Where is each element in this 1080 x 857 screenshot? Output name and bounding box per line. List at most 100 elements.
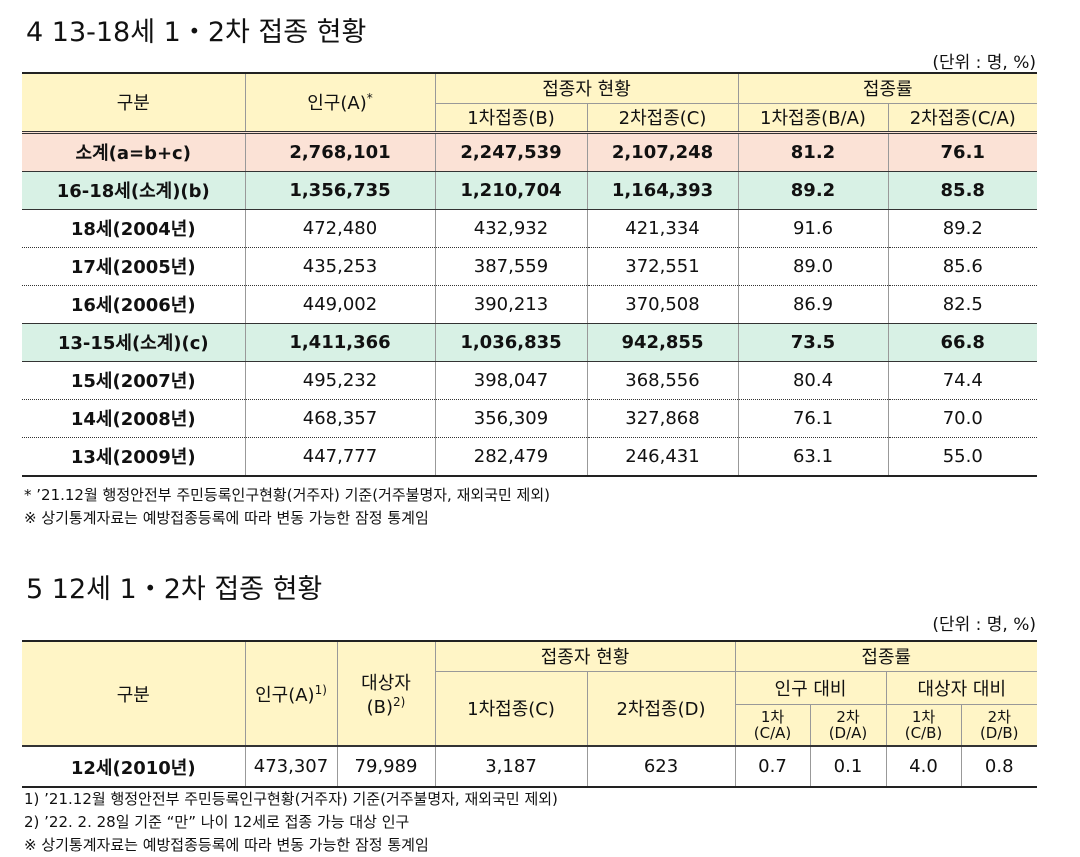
header-cell: 구분 xyxy=(22,640,246,747)
header-cell: 구분 xyxy=(22,72,246,134)
header-text: 1차 xyxy=(911,707,936,726)
section-title: 4 13-18세 1・2차 접종 현황 xyxy=(26,17,367,48)
data-cell: 66.8 xyxy=(887,323,1037,362)
data-cell: 79,989 xyxy=(336,746,436,788)
data-cell: 80.4 xyxy=(737,361,889,400)
row-label: 16세(2006년) xyxy=(22,285,246,324)
data-cell: 85.6 xyxy=(887,247,1037,286)
data-cell: 82.5 xyxy=(887,285,1037,324)
table-row: 16-18세(소계)(b) 1,356,735 1,210,704 1,164,393… xyxy=(22,171,1037,210)
note: 1) ’21.12월 행정안전부 주민등록인구현황(거주자) 기준(거주불명자,… xyxy=(24,790,558,808)
data-cell: 942,855 xyxy=(586,323,739,362)
table-body: 소계(a=b+c) 2,768,101 2,247,539 2,107,248 81.2… xyxy=(22,132,1037,477)
row-label: 소계(a=b+c) xyxy=(22,132,246,172)
note: * ’21.12월 행정안전부 주민등록인구현황(거주자) 기준(거주불명자, … xyxy=(24,486,550,504)
table-row: 18세(2004년) 472,480 432,932 421,334 91.6 89.2 xyxy=(22,209,1037,248)
data-cell: 1,356,735 xyxy=(244,171,436,210)
header-cell: 2차접종(C) xyxy=(586,103,739,134)
header-text: 2차 xyxy=(987,707,1011,726)
table-row: 12세(2010년) 473,307 79,989 3,187 623 0.7 0.1 4.0… xyxy=(22,746,1037,788)
data-cell: 327,868 xyxy=(586,399,739,438)
superscript: 2) xyxy=(393,695,406,709)
unit-label: (단위 : 명, %) xyxy=(932,615,1036,635)
header-cell: 1차접종(C) xyxy=(435,671,588,747)
row-label: 15세(2007년) xyxy=(22,361,246,400)
data-cell: 3,187 xyxy=(434,746,588,788)
data-cell: 473,307 xyxy=(244,746,338,788)
data-cell: 435,253 xyxy=(244,247,436,286)
header-cell: 접종률 xyxy=(737,72,1037,104)
data-cell: 432,932 xyxy=(434,209,588,248)
header-text: (C/B) xyxy=(904,723,943,742)
header-cell: 대상자 대비 xyxy=(885,671,1037,705)
data-cell: 91.6 xyxy=(737,209,889,248)
data-cell: 447,777 xyxy=(244,437,436,477)
header-cell: 인구(A)1) xyxy=(244,640,338,747)
table-row: 16세(2006년) 449,002 390,213 370,508 86.9 82.5 xyxy=(22,285,1037,324)
data-cell: 89.2 xyxy=(737,171,889,210)
data-cell: 2,107,248 xyxy=(586,132,739,172)
data-cell: 1,164,393 xyxy=(586,171,739,210)
table-header: 구분 인구(A)* 접종자 현황 접종률 1차접종(B) 2차접종(C) 1차접… xyxy=(22,72,1037,134)
header-cell: 1차접종(B/A) xyxy=(737,103,889,134)
table: 구분 인구(A)1) 대상자 (B)2) 접종자 현황 접종률 1차접종(C) 2… xyxy=(22,640,1037,788)
header-cell: 1차접종(B) xyxy=(435,103,588,134)
superscript: * xyxy=(366,91,373,106)
data-cell: 73.5 xyxy=(737,323,889,362)
header-text: 2차 xyxy=(836,707,860,726)
table-body: 12세(2010년) 473,307 79,989 3,187 623 0.7 0.1 4.0… xyxy=(22,746,1037,788)
header-cell: 1차 (C/B) xyxy=(885,704,962,747)
data-cell: 623 xyxy=(586,746,736,788)
row-label: 17세(2005년) xyxy=(22,247,246,286)
unit-label: (단위 : 명, %) xyxy=(932,53,1036,73)
data-cell: 1,411,366 xyxy=(244,323,436,362)
data-cell: 368,556 xyxy=(586,361,739,400)
header-text: (B) xyxy=(366,697,394,718)
header-text: 인구(A) xyxy=(307,93,367,115)
section-title: 5 12세 1・2차 접종 현황 xyxy=(26,574,323,605)
data-cell: 0.1 xyxy=(809,746,887,788)
data-cell: 0.8 xyxy=(960,746,1037,788)
row-label: 13-15세(소계)(c) xyxy=(22,323,246,362)
table-row: 소계(a=b+c) 2,768,101 2,247,539 2,107,248 81.2… xyxy=(22,132,1037,172)
data-cell: 2,247,539 xyxy=(434,132,588,172)
data-cell: 356,309 xyxy=(434,399,588,438)
header-text: 대상자 xyxy=(361,673,411,694)
table-row: 13-15세(소계)(c) 1,411,366 1,036,835 942,855 73… xyxy=(22,323,1037,362)
data-cell: 468,357 xyxy=(244,399,436,438)
data-cell: 89.0 xyxy=(737,247,889,286)
data-cell: 0.7 xyxy=(734,746,811,788)
header-cell: 2차접종(D) xyxy=(586,671,736,747)
data-cell: 390,213 xyxy=(434,285,588,324)
row-label: 14세(2008년) xyxy=(22,399,246,438)
data-cell: 246,431 xyxy=(586,437,739,477)
note: ※ 상기통계자료는 예방접종등록에 따라 변동 가능한 잠정 통계임 xyxy=(24,836,429,854)
row-label: 16-18세(소계)(b) xyxy=(22,171,246,210)
data-cell: 1,036,835 xyxy=(434,323,588,362)
data-cell: 372,551 xyxy=(586,247,739,286)
superscript: 1) xyxy=(314,682,327,697)
data-cell: 89.2 xyxy=(887,209,1037,248)
header-text: (C/A) xyxy=(753,723,792,742)
data-cell: 370,508 xyxy=(586,285,739,324)
table-row: 13세(2009년) 447,777 282,479 246,431 63.1 55.0 xyxy=(22,437,1037,477)
header-cell: 2차 (D/A) xyxy=(809,704,887,747)
table: 구분 인구(A)* 접종자 현황 접종률 1차접종(B) 2차접종(C) 1차접… xyxy=(22,72,1037,477)
header-cell: 접종률 xyxy=(734,640,1037,672)
data-cell: 398,047 xyxy=(434,361,588,400)
table-row: 17세(2005년) 435,253 387,559 372,551 89.0 85.6 xyxy=(22,247,1037,286)
header-text: 1차 xyxy=(760,707,785,726)
data-cell: 81.2 xyxy=(737,132,889,172)
row-label: 12세(2010년) xyxy=(22,746,246,788)
data-cell: 449,002 xyxy=(244,285,436,324)
header-cell: 2차접종(C/A) xyxy=(887,103,1037,134)
header-cell: 1차 (C/A) xyxy=(735,704,811,747)
data-cell: 282,479 xyxy=(434,437,588,477)
header-text: (D/A) xyxy=(828,723,868,742)
data-cell: 85.8 xyxy=(887,171,1037,210)
notes: 1) ’21.12월 행정안전부 주민등록인구현황(거주자) 기준(거주불명자,… xyxy=(24,788,558,857)
data-cell: 4.0 xyxy=(885,746,962,788)
header-text: (D/B) xyxy=(979,723,1019,742)
data-cell: 86.9 xyxy=(737,285,889,324)
table-row: 15세(2007년) 495,232 398,047 368,556 80.4 74.4 xyxy=(22,361,1037,400)
